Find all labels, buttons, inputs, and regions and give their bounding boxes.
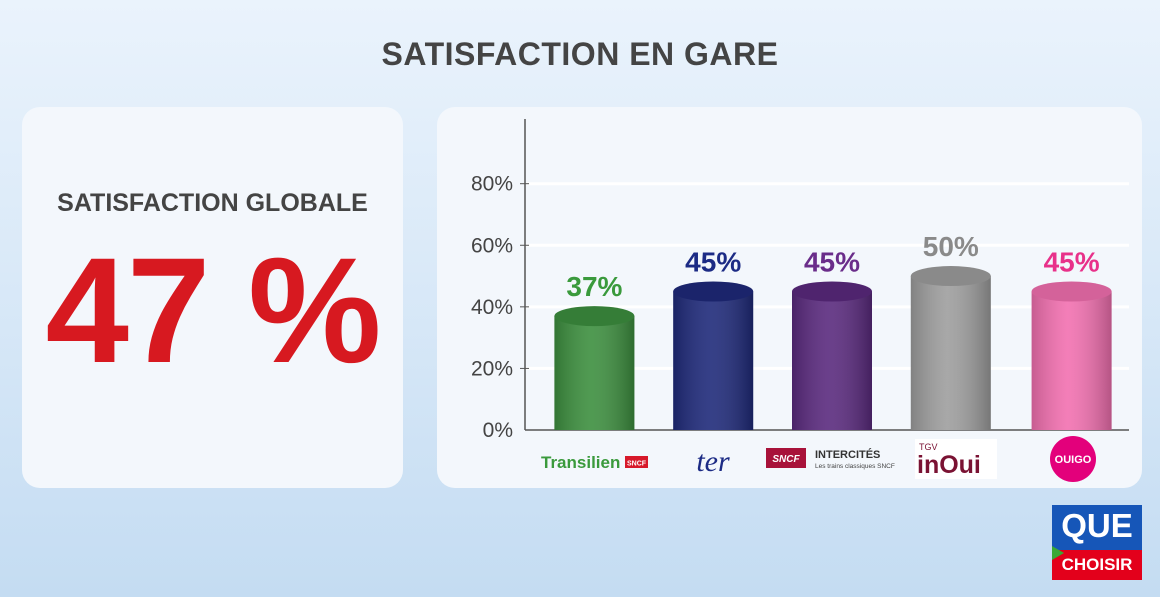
brand-ouigo-name: OUIGO [1055,454,1092,466]
global-satisfaction-label: SATISFACTION GLOBALE [57,189,368,217]
y-tick-label: 80% [471,173,513,196]
sncf-badge-icon [625,456,648,468]
brand-tgv: TGV [919,442,938,452]
global-satisfaction-card: SATISFACTION GLOBALE 47 % [22,107,403,488]
bar-shading [910,276,991,430]
bar-4 [910,266,991,430]
brand-transilien-sncf: SNCF [627,461,647,468]
bar-top-shade [792,281,872,302]
logo-choisir: CHOISIR [1061,555,1133,574]
bar-top [1031,281,1112,302]
brand-intercites-sncf: SNCF [772,454,800,465]
bar-value-label: 45% [1044,246,1100,277]
bar-top-shade [910,266,991,287]
brand-transilien: Transilien SNCF [541,453,648,472]
y-tick-label: 60% [471,234,513,257]
bar-shading [1031,291,1112,430]
bar-top-shade [673,281,754,302]
bar-top [673,281,754,302]
brand-intercites-tagline: Les trains classiques SNCF [815,463,895,470]
page-title: SATISFACTION EN GARE [381,36,779,72]
bar-2 [673,281,754,430]
ouigo-circle-icon [1050,436,1096,482]
satisfaction-bar-chart: 0% 20% 40% 60% 80% 37% 45% 45% 50% 45% Transilie… [471,119,1129,482]
bar-top-shade [554,306,635,327]
logo-que: QUE [1061,507,1133,544]
brand-ter: ter [696,445,730,478]
brand-tgv-inoui: TGV inOui [915,439,997,479]
y-tick-label: 20% [471,357,513,380]
bar-5 [1031,281,1112,430]
brand-ter-name: ter [696,445,730,478]
bar-1 [554,306,635,430]
bar-shading [673,291,754,430]
bar-top [910,266,991,287]
brand-intercites: SNCF INTERCITÉS Les trains classiques SN… [766,448,895,470]
y-tick-label: 40% [471,296,513,319]
que-choisir-logo: QUE CHOISIR [1052,505,1142,580]
bar-shading [792,291,872,430]
brand-intercites-name: INTERCITÉS [815,448,880,461]
bar-3 [792,281,872,430]
bar-value-label: 50% [923,231,979,262]
sncf-badge-icon [766,448,806,468]
brand-transilien-name: Transilien [541,453,620,472]
bar-top [554,306,635,327]
bar-top [792,281,872,302]
bar-shading [554,316,635,430]
bar-value-label: 45% [685,246,741,277]
bar-top-shade [1031,281,1112,302]
y-tick-label: 0% [483,419,513,442]
global-satisfaction-value: 47 % [45,226,382,394]
brand-inoui: inOui [917,451,981,479]
brand-ouigo: OUIGO [1050,436,1096,482]
logo-triangle-icon [1052,546,1064,560]
bar-value-label: 45% [804,246,860,277]
bar-value-label: 37% [566,271,622,302]
